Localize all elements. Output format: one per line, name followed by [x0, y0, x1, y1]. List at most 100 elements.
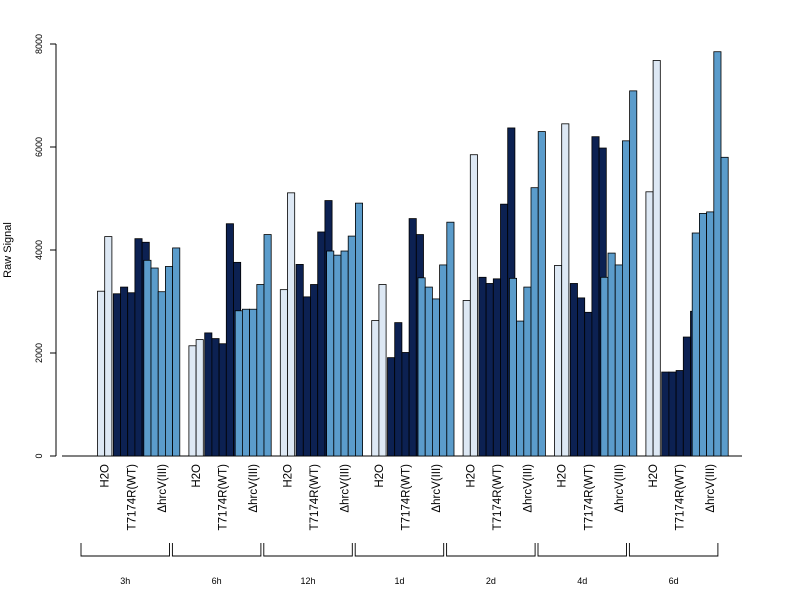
timepoint-bracket — [354, 543, 445, 557]
bar — [537, 131, 546, 457]
bar — [530, 187, 539, 457]
timepoint-label: 3h — [120, 576, 130, 586]
condition-label: ΔhrcV(III) — [522, 464, 534, 513]
bar — [401, 352, 410, 457]
bar — [164, 266, 173, 457]
timepoint-label: 1d — [394, 576, 404, 586]
bar — [195, 339, 204, 457]
condition-label: T7174R(WT) — [583, 464, 595, 531]
bar — [211, 338, 220, 457]
bar — [469, 154, 478, 457]
bar — [561, 123, 570, 457]
bar — [706, 211, 715, 457]
bar — [326, 250, 335, 457]
timepoint-bracket — [446, 543, 536, 557]
bar — [295, 264, 304, 457]
timepoint-label: 2d — [486, 576, 496, 586]
bar — [584, 311, 593, 457]
bar — [104, 236, 113, 457]
bar — [492, 278, 501, 457]
condition-label: T7174R(WT) — [126, 464, 138, 531]
condition-label: H2O — [557, 464, 569, 488]
bar — [333, 254, 342, 457]
condition-label: H2O — [283, 464, 295, 488]
condition-label: H2O — [100, 464, 112, 488]
condition-label: T7174R(WT) — [401, 464, 413, 531]
bar — [387, 357, 396, 457]
bar — [394, 322, 403, 457]
bar — [218, 343, 227, 457]
condition-label: H2O — [374, 464, 386, 488]
condition-label: T7174R(WT) — [218, 464, 230, 531]
bar — [622, 140, 631, 457]
bar — [699, 213, 708, 457]
condition-label: T7174R(WT) — [309, 464, 321, 531]
bar — [431, 298, 440, 457]
timepoint-label: 6d — [669, 576, 679, 586]
y-tick-label: 6000 — [34, 137, 44, 157]
bar — [112, 293, 121, 457]
bar — [569, 283, 578, 457]
bar — [668, 371, 677, 457]
bar — [661, 371, 670, 457]
timepoint-bracket — [171, 543, 262, 557]
condition-label: H2O — [648, 464, 660, 488]
timepoint-bracket — [537, 543, 627, 557]
bar — [150, 267, 159, 457]
bar — [287, 192, 296, 457]
bar — [172, 247, 181, 457]
bar — [371, 320, 380, 457]
bar — [600, 276, 609, 457]
y-axis-label: Raw Signal — [2, 222, 14, 278]
timepoint-bracket — [628, 543, 719, 557]
bar — [417, 277, 426, 457]
bar — [577, 297, 586, 457]
condition-label: T7174R(WT) — [492, 464, 504, 531]
bar — [234, 310, 243, 457]
y-tick-label: 2000 — [34, 343, 44, 363]
bar — [478, 276, 487, 457]
bar — [249, 308, 258, 457]
condition-label: H2O — [191, 464, 203, 488]
bar — [317, 231, 326, 457]
bars — [97, 51, 729, 457]
y-tick-label: 4000 — [34, 240, 44, 260]
y-tick-label: 8000 — [34, 34, 44, 54]
bar — [310, 284, 319, 457]
bar — [279, 289, 288, 457]
bar — [682, 336, 691, 457]
timepoint-label: 4d — [577, 576, 587, 586]
bar — [691, 232, 700, 457]
y-axis: 0 2000 4000 6000 8000 — [34, 34, 57, 459]
bar — [188, 345, 197, 457]
condition-label: ΔhrcV(III) — [340, 464, 352, 513]
bar — [645, 191, 654, 457]
timepoint-brackets — [80, 543, 719, 557]
bar — [340, 250, 349, 457]
bar — [134, 238, 143, 457]
bar — [354, 202, 363, 457]
bar — [302, 296, 311, 457]
bar — [713, 51, 722, 457]
bar — [256, 284, 265, 457]
bar — [263, 234, 272, 457]
timepoint-label: 6h — [212, 576, 222, 586]
bar — [241, 308, 250, 457]
condition-label: ΔhrcV(III) — [705, 464, 717, 513]
condition-label: H2O — [465, 464, 477, 488]
bar — [120, 286, 129, 457]
y-tick-label: 0 — [34, 453, 44, 458]
bar — [225, 223, 234, 457]
bar — [607, 252, 616, 457]
bar — [652, 60, 661, 457]
bar — [408, 218, 417, 457]
bar — [591, 136, 600, 457]
bar — [157, 291, 166, 457]
timepoint-bracket — [80, 543, 170, 557]
bar — [629, 90, 638, 457]
bar — [508, 277, 517, 457]
bar — [720, 156, 729, 457]
timepoint-bracket — [263, 543, 353, 557]
bar — [127, 292, 136, 457]
